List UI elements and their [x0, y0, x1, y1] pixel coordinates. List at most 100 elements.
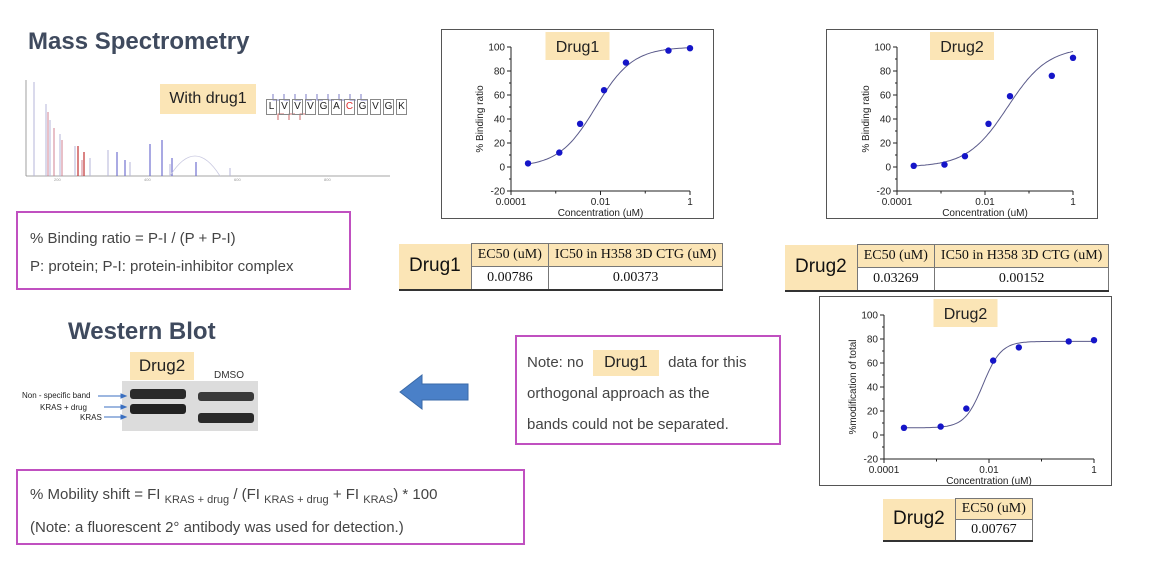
data-point [600, 87, 608, 94]
wb-label-kras-drug: KRAS + drug [40, 403, 87, 412]
table-header: EC50 (uM) [470, 243, 549, 267]
ms-spectrum: 200 400 600 800 [25, 80, 390, 182]
y-tick-label: 20 [880, 139, 892, 150]
x-tick-label: 0.0001 [882, 197, 913, 208]
y-tick-label: 40 [494, 115, 506, 126]
x-axis-label: Concentration (uM) [558, 208, 644, 218]
data-point [989, 357, 997, 364]
peptide-residue: A [331, 99, 342, 115]
note-drug-tag: Drug1 [592, 350, 659, 376]
data-point [1069, 54, 1077, 61]
y-tick-label: 100 [488, 43, 505, 54]
x-tick-label: 0.01 [979, 465, 999, 476]
mobility-formula: % Mobility shift = FI KRAS + drug / (FI … [30, 486, 438, 506]
x-axis-label: Concentration (uM) [942, 208, 1028, 218]
wb-drug-tag: Drug2 [130, 352, 194, 380]
y-axis-label: %modification of total [848, 339, 859, 434]
data-point [1006, 93, 1014, 100]
fit-curve [903, 340, 1094, 429]
chart-drug2-mod-plot: Drug2 -20 0 20 40 60 80 100 0.0001 0.01 1 Concentra… [848, 299, 1098, 487]
peptide-residue: K [396, 99, 407, 115]
peptide-residue: V [370, 99, 381, 115]
chart-drug2-plot: Drug2 -20 0 20 40 60 80 100 0.0001 0.01 1 Concentra… [861, 32, 1077, 219]
wb-blot [122, 381, 258, 431]
data-point [900, 424, 908, 431]
data-point [1065, 338, 1072, 345]
wb-band [198, 392, 254, 401]
table-drug-label: Drug2 [883, 498, 956, 542]
data-point [1090, 337, 1098, 344]
chart-title: Drug1 [556, 39, 600, 56]
chart-title: Drug2 [944, 306, 988, 323]
mobility-note: (Note: a fluorescent 2° antibody was use… [30, 519, 404, 536]
table-cell: 0.00767 [954, 519, 1033, 542]
peptide-residue: G [318, 99, 329, 115]
ms-title: Mass Spectrometry [28, 28, 250, 55]
wb-lane2-label: DMSO [214, 370, 244, 381]
chart-title-tag [933, 299, 998, 327]
peptide-residue: L [266, 99, 277, 115]
y-tick-label: 60 [880, 91, 892, 102]
wb-band [130, 404, 186, 414]
binding-formula: % Binding ratio = P-I / (P + P-I) [30, 230, 236, 247]
y-tick-label: 40 [880, 115, 892, 126]
x-tick-label: 0.01 [591, 197, 611, 208]
peptide-residue: G [357, 99, 368, 115]
y-axis-label: % Binding ratio [475, 85, 486, 153]
y-tick-label: -20 [491, 187, 506, 198]
data-point [576, 120, 584, 128]
wb-band [198, 413, 254, 423]
wb-label-nonspecific: Non - specific band [22, 391, 91, 400]
note-line-1: Note: no Drug1 data for this [527, 347, 779, 378]
table-cell: 0.03269 [856, 267, 935, 292]
drug1-results-table: Drug1 EC50 (uM) IC50 in H358 3D CTG (uM)… [399, 243, 724, 291]
note-box: Note: no Drug1 data for this orthogonal … [515, 335, 781, 445]
ms-drug-tag: With drug1 [160, 84, 256, 114]
drug2-ec50-table: Drug2 EC50 (uM) 0.00767 [883, 498, 1033, 542]
data-point [556, 149, 563, 156]
data-point [665, 47, 672, 54]
chart-drug1-plot: Drug1 -20 0 20 40 60 80 100 0.0001 0.01 1 Concentra… [475, 32, 694, 219]
fit-curve [527, 47, 691, 165]
left-arrow-icon [399, 373, 469, 411]
y-tick-label: 60 [494, 91, 506, 102]
data-point [910, 162, 917, 169]
x-tick-label: 0.0001 [496, 197, 527, 208]
data-point [524, 160, 532, 167]
y-tick-label: 20 [867, 407, 879, 418]
chart-title: Drug2 [940, 39, 984, 56]
svg-text:400: 400 [144, 177, 151, 182]
y-tick-label: 0 [885, 163, 891, 174]
chart-drug2-modification: Drug2 -20 0 20 40 60 80 100 0.0001 0.01 1 Concentra… [819, 296, 1112, 487]
wb-band [130, 389, 186, 399]
table-header: EC50 (uM) [856, 244, 935, 268]
note-line-2: orthogonal approach as the [527, 385, 710, 402]
peptide-residue: V [279, 99, 290, 115]
y-tick-label: 60 [867, 359, 879, 370]
svg-text:600: 600 [234, 177, 241, 182]
wb-title: Western Blot [68, 318, 216, 345]
data-point [1048, 72, 1056, 79]
table-header: EC50 (uM) [954, 498, 1033, 520]
data-point [686, 45, 694, 52]
svg-text:200: 200 [54, 177, 61, 182]
chart-drug1-binding: Drug1 -20 0 20 40 60 80 100 0.0001 0.01 1 Concentra… [441, 29, 714, 219]
data-point [622, 59, 630, 66]
wb-label-pointers [98, 393, 128, 420]
y-tick-label: -20 [877, 187, 892, 198]
peptide-residue: G [383, 99, 394, 115]
data-point [985, 120, 992, 128]
y-tick-label: 80 [867, 335, 879, 346]
y-tick-label: 80 [880, 67, 892, 78]
data-point [1015, 344, 1023, 351]
x-tick-label: 1 [1091, 465, 1097, 476]
x-axis-label: Concentration (uM) [946, 476, 1032, 485]
chart-drug2-binding: Drug2 -20 0 20 40 60 80 100 0.0001 0.01 1 Concentra… [826, 29, 1098, 219]
y-tick-label: 0 [499, 163, 505, 174]
data-point [941, 161, 948, 168]
y-tick-label: 0 [872, 431, 878, 442]
table-drug-label: Drug2 [785, 244, 858, 292]
data-point [937, 423, 944, 430]
x-tick-label: 1 [1070, 197, 1076, 208]
